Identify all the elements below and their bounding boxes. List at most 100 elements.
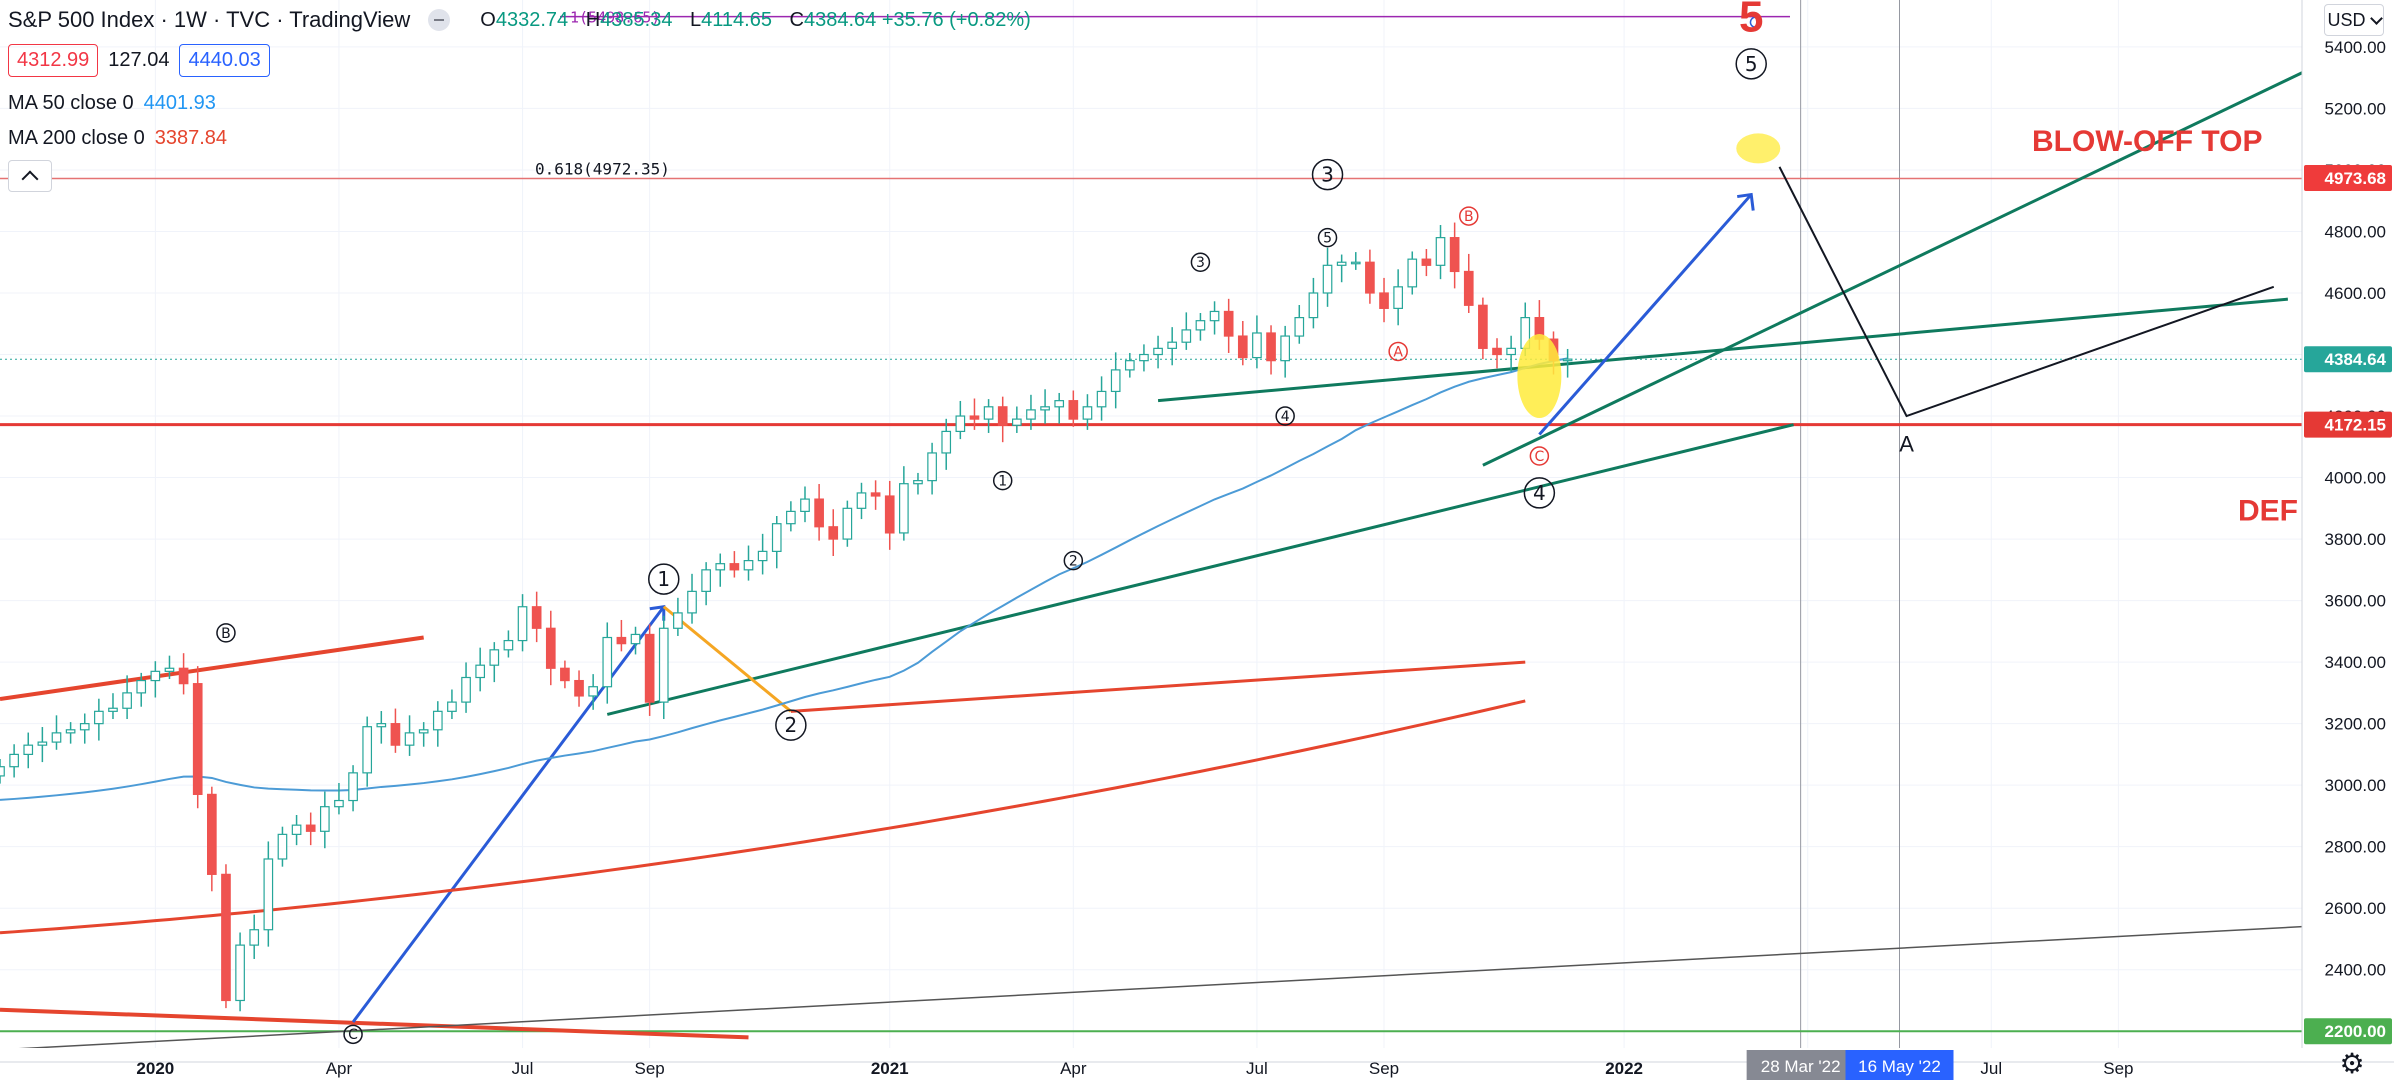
cursor-date-label: 16 May '22 xyxy=(1858,1057,1941,1076)
subwave-5-marker-label: 5 xyxy=(1323,231,1332,247)
candle-body xyxy=(771,523,782,552)
candle-body xyxy=(37,741,48,746)
time-tick-label: Sep xyxy=(2103,1059,2133,1078)
candle-body xyxy=(1421,258,1432,266)
time-axis-bg xyxy=(0,1048,2394,1085)
subwave-2-marker xyxy=(1063,550,1084,571)
projection-arrow xyxy=(1538,193,1753,436)
candle-body xyxy=(1336,261,1347,266)
subwave-5-marker xyxy=(1317,227,1338,248)
wave-1-marker xyxy=(648,563,680,595)
time-tick-label: Sep xyxy=(635,1059,665,1078)
gear-icon[interactable]: ⚙ xyxy=(2339,1048,2365,1079)
wave-1-marker-label: 1 xyxy=(657,567,670,591)
wave-annotations: 1 2 3 4 5 1 2 3 4 5 B C B A C 5 BLOW-OFF TOP DEF A xyxy=(216,0,2298,1045)
candle-body xyxy=(122,692,132,709)
subwave-1-marker-label: 1 xyxy=(998,474,1007,490)
cursor-date-tag xyxy=(1845,1050,1954,1080)
subwave-4-marker xyxy=(1275,406,1295,426)
candle-body xyxy=(1294,317,1305,337)
candle-body xyxy=(150,670,161,682)
candle-body xyxy=(319,806,330,832)
chevron-up-icon xyxy=(21,170,39,188)
symbol-title[interactable]: S&P 500 Index · 1W · TVC · TradingView xyxy=(8,7,411,32)
candle-body xyxy=(588,686,598,697)
indicator-ma50[interactable]: MA 50 close 0 4401.93 xyxy=(8,92,216,114)
time-tick-label: Apr xyxy=(1060,1059,1087,1078)
candle-body xyxy=(1365,261,1375,294)
candle-body xyxy=(1350,261,1361,265)
candle-body xyxy=(545,627,556,669)
currency-button[interactable]: USD xyxy=(2324,4,2384,36)
arrowhead-icon xyxy=(1737,192,1755,211)
candle-body xyxy=(927,452,937,482)
chevron-down-icon xyxy=(2369,11,2383,25)
candle-body xyxy=(644,633,655,703)
candle-body xyxy=(23,744,34,755)
red-channel-upper xyxy=(0,635,424,702)
ask-price[interactable]: 4440.03 xyxy=(179,44,270,77)
collapse-legend-button[interactable] xyxy=(8,160,52,192)
wave-C-marker xyxy=(343,1024,363,1045)
wave-C-marker-label: C xyxy=(348,1027,358,1043)
price-tick-label: 2800.00 xyxy=(2325,838,2386,857)
candle-body xyxy=(574,679,584,697)
price-tick-label: 4800.00 xyxy=(2325,222,2386,241)
bid-price[interactable]: 4312.99 xyxy=(8,44,99,77)
candle-body xyxy=(1322,264,1333,294)
candle-body xyxy=(489,649,500,666)
candle-body xyxy=(1223,310,1234,337)
price-tick-label: 3800.00 xyxy=(2325,530,2386,549)
time-tick-label: Jul xyxy=(1980,1059,2002,1078)
wave-2-marker-label: 2 xyxy=(785,713,798,737)
candle-body xyxy=(1379,292,1389,309)
candle-body xyxy=(65,729,76,734)
candle-body xyxy=(94,710,104,725)
ohlc-values: O4332.74 H4385.34 L4114.65 C4384.64 +35.… xyxy=(480,8,1031,31)
wave-C-red-marker-label: C xyxy=(1534,449,1544,465)
long-trendline xyxy=(0,925,2303,1051)
subwave-1-marker xyxy=(992,470,1013,491)
def-label: DEF xyxy=(2238,494,2298,527)
indicator-ma200[interactable]: MA 200 close 0 3387.84 xyxy=(8,127,228,149)
candle-body xyxy=(235,944,245,1002)
candle-body xyxy=(277,833,288,860)
hide-legend-icon[interactable] xyxy=(428,9,451,31)
cursor-date-tag xyxy=(1746,1050,1855,1080)
candle-body xyxy=(192,683,203,795)
wave-2-marker xyxy=(775,709,807,741)
horizontal-levels: 0.618(4972.35) 1(5498.65) xyxy=(0,9,2302,1033)
candle-body xyxy=(390,723,401,746)
cursor-date-label: 28 Mar '22 xyxy=(1761,1057,1841,1076)
wave-B-red-marker-label: B xyxy=(1464,209,1474,225)
candle-body xyxy=(1096,390,1107,408)
candle-body xyxy=(418,729,429,734)
candle-body xyxy=(531,606,542,629)
candle-body xyxy=(1054,400,1065,408)
candle-body xyxy=(729,563,740,571)
candle-body xyxy=(1280,335,1291,362)
wave-A-projection-label: A xyxy=(1899,432,1914,457)
time-axis: 2020AprJulSep2021AprJulSep2022AprJulSep2… xyxy=(0,1048,2394,1085)
ma200-line xyxy=(0,699,1526,935)
candle-body xyxy=(376,723,387,728)
candle-body xyxy=(913,480,923,485)
candle-body xyxy=(362,726,373,774)
candle-body xyxy=(884,495,895,534)
candle-body xyxy=(955,415,966,433)
candle-body xyxy=(348,772,358,802)
price-tick-label: 3000.00 xyxy=(2325,776,2386,795)
subwave-3-marker xyxy=(1190,252,1211,272)
red-channel-lower xyxy=(0,1007,749,1040)
candle-body xyxy=(164,667,175,672)
candle-body xyxy=(517,606,528,642)
price-tick-label: 2400.00 xyxy=(2325,961,2386,980)
wave-C-red-marker xyxy=(1529,446,1550,466)
candle-body xyxy=(673,612,683,629)
green-channel-lower xyxy=(606,423,1794,716)
candle-body xyxy=(1139,353,1149,362)
price-label-text: 2200.00 xyxy=(2325,1022,2386,1041)
candle-body xyxy=(1463,270,1474,306)
candle-body xyxy=(1209,310,1220,322)
